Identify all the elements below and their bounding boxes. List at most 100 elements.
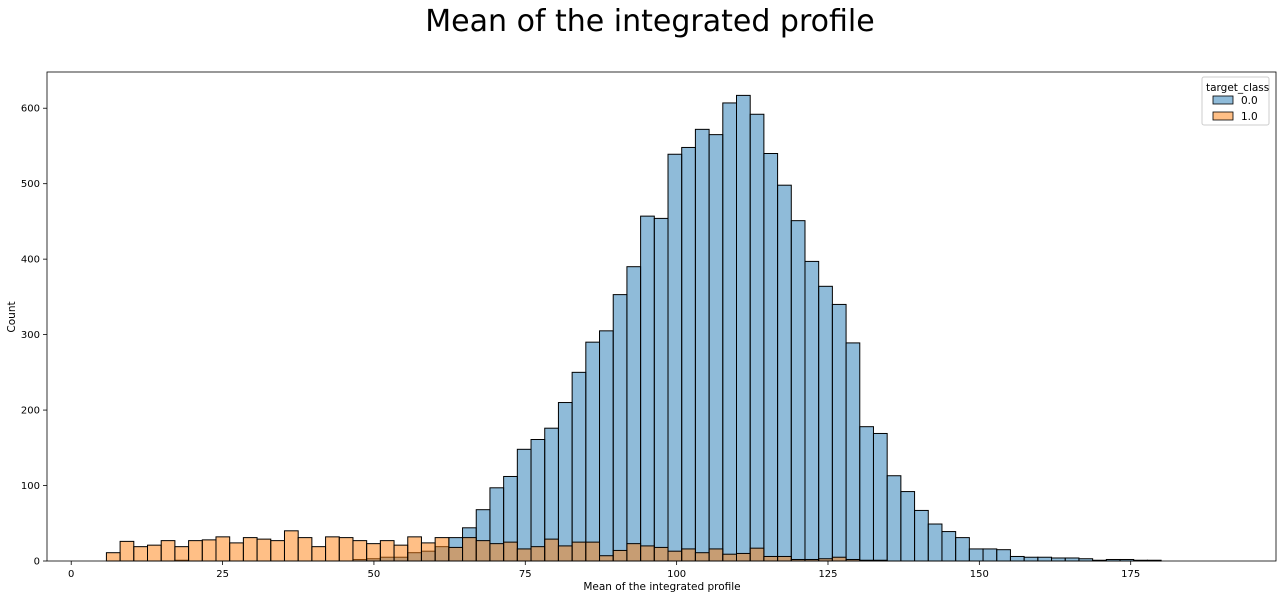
bar-1.0-42 bbox=[681, 548, 696, 562]
bar-1.0-5 bbox=[174, 546, 190, 562]
bar-0.0-30 bbox=[516, 448, 532, 562]
x-tick-label: 0 bbox=[68, 569, 74, 580]
legend-label-1.0: 1.0 bbox=[1241, 111, 1258, 123]
bar-0.0-57 bbox=[886, 475, 902, 562]
bar-0.0-65 bbox=[996, 549, 1011, 562]
y-tick-label: 300 bbox=[21, 330, 40, 341]
bar-1.0-6 bbox=[188, 540, 203, 562]
bar-1.0-43 bbox=[694, 552, 710, 562]
bar-0.0-69 bbox=[1051, 557, 1066, 562]
bar-1.0-20 bbox=[379, 540, 395, 562]
bar-0.0-34 bbox=[571, 371, 587, 562]
bar-0.0-68 bbox=[1037, 556, 1053, 562]
x-tick-label: 50 bbox=[368, 569, 381, 580]
bar-0.0-64 bbox=[982, 548, 998, 562]
y-tick-label: 500 bbox=[21, 179, 40, 190]
bar-0.0-59 bbox=[914, 509, 929, 562]
bar-0.0-38 bbox=[626, 266, 642, 562]
bar-0.0-47 bbox=[749, 113, 765, 562]
bar-0.0-48 bbox=[763, 153, 779, 562]
bar-1.0-17 bbox=[338, 537, 354, 562]
bar-1.0-41 bbox=[667, 550, 683, 562]
y-tick-label: 0 bbox=[34, 557, 40, 568]
chart-title: Mean of the integrated profile bbox=[425, 4, 874, 39]
bar-1.0-4 bbox=[160, 540, 176, 562]
bar-1.0-16 bbox=[325, 536, 340, 562]
bar-1.0-26 bbox=[462, 537, 477, 562]
bar-0.0-55 bbox=[859, 426, 874, 562]
y-tick-label: 200 bbox=[21, 406, 40, 417]
bar-0.0-61 bbox=[941, 531, 957, 562]
bar-1.0-1 bbox=[119, 540, 135, 562]
bar-1.0-45 bbox=[722, 553, 737, 562]
bar-1.0-21 bbox=[393, 544, 409, 562]
bar-1.0-28 bbox=[489, 543, 505, 562]
x-tick-label: 25 bbox=[216, 569, 229, 580]
bar-1.0-9 bbox=[229, 542, 244, 562]
x-tick-label: 100 bbox=[667, 569, 686, 580]
bar-1.0-0 bbox=[105, 552, 121, 562]
bar-1.0-48 bbox=[763, 555, 779, 562]
x-tick-label: 175 bbox=[1121, 569, 1140, 580]
bar-0.0-66 bbox=[1009, 555, 1025, 562]
bar-0.0-67 bbox=[1023, 556, 1039, 562]
bar-1.0-44 bbox=[708, 548, 724, 562]
bar-1.0-14 bbox=[297, 537, 313, 562]
y-axis-label: Count bbox=[6, 301, 18, 332]
bar-1.0-2 bbox=[133, 546, 149, 562]
plot-frame bbox=[46, 71, 1277, 562]
bar-0.0-33 bbox=[557, 402, 573, 562]
x-tick-label: 75 bbox=[519, 569, 532, 580]
bar-0.0-51 bbox=[804, 260, 820, 562]
bar-0.0-31 bbox=[530, 439, 546, 562]
bar-0.0-36 bbox=[599, 330, 614, 562]
y-tick-label: 100 bbox=[21, 481, 40, 492]
bar-0.0-44 bbox=[708, 134, 724, 562]
bar-0.0-60 bbox=[927, 523, 943, 562]
bar-1.0-31 bbox=[530, 546, 546, 562]
bar-1.0-35 bbox=[585, 541, 601, 562]
bar-0.0-45 bbox=[722, 102, 737, 562]
bar-1.0-18 bbox=[352, 540, 368, 562]
bar-1.0-8 bbox=[215, 536, 231, 562]
bar-1.0-49 bbox=[777, 555, 792, 562]
bar-0.0-41 bbox=[667, 153, 683, 562]
bar-1.0-32 bbox=[544, 538, 559, 562]
bar-1.0-24 bbox=[434, 537, 450, 562]
bar-1.0-30 bbox=[516, 548, 532, 562]
bar-1.0-40 bbox=[653, 546, 669, 562]
bar-0.0-53 bbox=[831, 303, 847, 562]
bar-0.0-39 bbox=[640, 215, 655, 562]
bar-0.0-62 bbox=[955, 537, 970, 562]
bar-1.0-13 bbox=[283, 530, 299, 562]
legend-swatch-0.0 bbox=[1212, 95, 1234, 105]
bar-1.0-25 bbox=[448, 546, 464, 562]
bar-1.0-33 bbox=[557, 545, 573, 562]
bar-1.0-23 bbox=[420, 542, 436, 562]
bar-1.0-47 bbox=[749, 547, 765, 562]
bar-0.0-52 bbox=[818, 285, 833, 562]
bar-1.0-7 bbox=[201, 539, 217, 562]
legend-title: target_class bbox=[1206, 82, 1269, 94]
bar-1.0-46 bbox=[736, 552, 751, 562]
bar-1.0-29 bbox=[503, 541, 518, 562]
bar-1.0-12 bbox=[270, 540, 285, 562]
bar-1.0-15 bbox=[311, 546, 327, 562]
y-tick-label: 600 bbox=[21, 104, 40, 115]
bar-1.0-38 bbox=[626, 543, 642, 562]
bar-0.0-35 bbox=[585, 341, 601, 562]
x-tick-label: 150 bbox=[970, 569, 989, 580]
bar-1.0-11 bbox=[256, 538, 272, 562]
bar-0.0-42 bbox=[681, 146, 696, 562]
bar-1.0-3 bbox=[147, 544, 162, 562]
bar-0.0-37 bbox=[612, 294, 628, 562]
bar-0.0-46 bbox=[736, 94, 751, 562]
x-axis-label: Mean of the integrated profile bbox=[583, 581, 740, 593]
bar-1.0-36 bbox=[599, 555, 614, 562]
bar-0.0-43 bbox=[694, 128, 710, 562]
bar-1.0-22 bbox=[407, 536, 422, 562]
axes: 0 25 50 75 100 125 150 175 0 100 200 300 400 500 600 bbox=[21, 71, 1277, 580]
bar-0.0-63 bbox=[968, 548, 984, 562]
